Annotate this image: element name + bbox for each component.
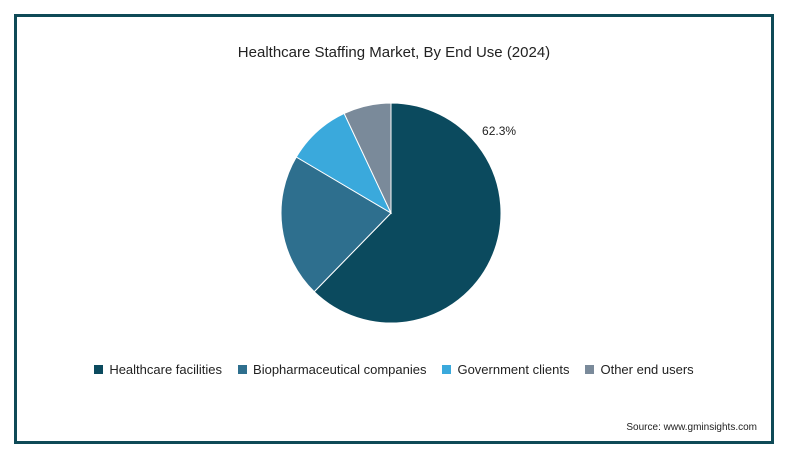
legend-swatch — [442, 365, 452, 374]
legend-item: Other end users — [585, 362, 694, 377]
pie-slice-other-end-users — [343, 102, 392, 214]
legend-swatch — [94, 365, 104, 374]
legend-swatch — [585, 365, 595, 374]
pie-chart: 62.3% — [280, 102, 516, 324]
chart-title: Healthcare Staffing Market, By End Use (… — [237, 44, 551, 61]
legend-item: Healthcare facilities — [94, 362, 222, 377]
data-label: 62.3% — [482, 124, 516, 138]
legend-label: Biopharmaceutical companies — [253, 362, 427, 377]
legend-swatch — [238, 365, 248, 374]
pie-slice-biopharmaceutical-companies — [280, 156, 392, 293]
legend-label: Other end users — [600, 362, 694, 377]
legend-item: Government clients — [442, 362, 569, 377]
legend: Healthcare facilities Biopharmaceutical c… — [17, 362, 771, 377]
legend-item: Biopharmaceutical companies — [238, 362, 426, 377]
legend-label: Government clients — [457, 362, 570, 377]
legend-label: Healthcare facilities — [109, 362, 223, 377]
chart-frame: Healthcare Staffing Market, By End Use (… — [14, 14, 774, 444]
source-note: Source: www.gminsights.com — [626, 422, 757, 433]
pie-slice-healthcare-facilities — [313, 102, 502, 324]
